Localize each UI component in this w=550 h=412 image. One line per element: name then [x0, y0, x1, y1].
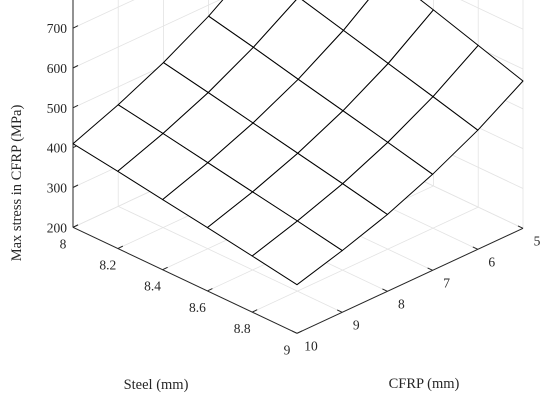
y-tick	[291, 330, 298, 334]
y-tick	[472, 246, 479, 250]
gridline-cfrp-floor	[118, 205, 343, 313]
x-tick-label: 8.4	[144, 279, 161, 294]
y-tick-label: 8	[398, 296, 405, 311]
z-tick	[72, 65, 79, 69]
surface-patch	[251, 220, 343, 286]
z-tick-label: 200	[47, 220, 68, 235]
z-tick-label: 400	[47, 141, 68, 156]
y-tick-label: 10	[304, 338, 318, 353]
y-tick	[427, 267, 433, 271]
y-tick	[517, 225, 524, 229]
x-tick	[251, 309, 258, 313]
x-tick	[162, 266, 168, 271]
y-tick	[336, 309, 343, 313]
axes	[72, 0, 524, 334]
y-tick-label: 5	[534, 233, 541, 248]
z-tick-label: 600	[47, 61, 68, 76]
tick-labels: 20030040050060070080088.28.48.68.8956789…	[47, 21, 541, 357]
y-tick	[382, 288, 388, 292]
surface	[72, 0, 524, 286]
z-tick-label: 700	[47, 21, 68, 36]
x-tick-label: 8	[60, 236, 67, 251]
x-tick	[117, 245, 124, 249]
x-tick-label: 9	[284, 342, 291, 357]
gridline-steel-floor	[252, 206, 479, 313]
y-tick-label: 9	[353, 317, 360, 332]
x-tick-label: 8.8	[234, 321, 251, 336]
gridline-z-side	[460, 0, 524, 30]
x-tick-label: 8.2	[99, 258, 116, 273]
z-tick	[72, 25, 79, 29]
gridline-z-back	[72, 0, 221, 69]
z-tick-label: 300	[47, 181, 68, 196]
y-axis-line	[296, 227, 524, 334]
x-tick	[72, 224, 79, 228]
y-tick-label: 7	[443, 275, 450, 290]
x-tick-label: 8.6	[189, 300, 206, 315]
y-tick-label: 6	[488, 254, 495, 269]
z-axis-label: Max stress in CFRP (MPa)	[9, 105, 25, 262]
gridline-z-back	[72, 0, 135, 29]
x-axis-label: Steel (mm)	[124, 377, 189, 393]
x-axis-line	[72, 226, 298, 334]
x-tick	[207, 288, 213, 292]
z-tick-label: 500	[47, 101, 68, 116]
x-tick	[296, 330, 303, 334]
z-tick	[72, 104, 79, 109]
y-axis-label: CFRP (mm)	[389, 376, 460, 392]
z-tick	[72, 184, 79, 188]
